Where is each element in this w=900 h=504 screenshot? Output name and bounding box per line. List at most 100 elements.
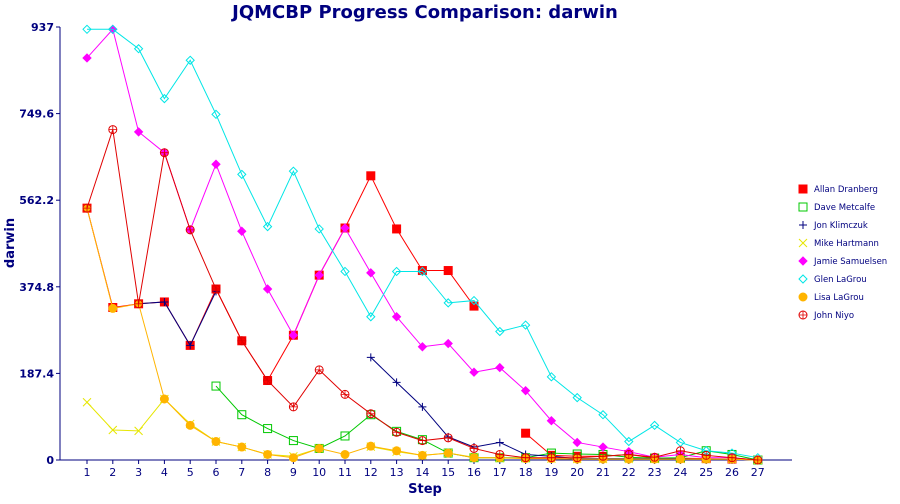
series-4 xyxy=(82,24,763,465)
data-point xyxy=(417,342,428,352)
x-tick-label: 3 xyxy=(135,466,142,479)
chart-title: JQMCBP Progress Comparison: darwin xyxy=(230,2,618,23)
y-tick-label: 374.8 xyxy=(19,281,54,294)
data-point-cross xyxy=(108,125,117,134)
data-point xyxy=(160,297,169,306)
y-axis-label: darwin xyxy=(3,218,18,268)
data-point xyxy=(134,426,143,436)
series-6 xyxy=(82,203,763,465)
data-point xyxy=(211,381,221,391)
data-point-cross xyxy=(753,456,762,464)
data-point xyxy=(288,453,298,463)
legend-label: Dave Metcalfe xyxy=(814,203,875,213)
data-point xyxy=(262,284,273,294)
x-tick-label: 13 xyxy=(390,466,404,479)
x-tick-label: 24 xyxy=(673,466,687,479)
data-point xyxy=(366,171,376,181)
data-point-cross xyxy=(212,285,220,294)
data-point-cross xyxy=(599,452,607,461)
data-point xyxy=(340,223,350,233)
x-tick-label: 12 xyxy=(364,466,378,479)
data-point-cross xyxy=(470,444,478,453)
legend-label: John Niyo xyxy=(813,311,854,321)
x-tick-label: 21 xyxy=(596,466,610,479)
legend-item: John Niyo xyxy=(798,310,854,321)
data-point xyxy=(495,438,504,447)
data-point xyxy=(392,378,401,387)
legend-marker xyxy=(798,256,808,266)
data-point xyxy=(495,362,505,373)
data-point xyxy=(108,303,118,313)
data-point xyxy=(263,449,273,459)
data-point xyxy=(185,420,195,430)
data-point xyxy=(108,425,118,435)
x-tick-label: 16 xyxy=(467,466,481,479)
data-point xyxy=(392,446,402,456)
data-point xyxy=(417,450,427,460)
legend-label: Mike Hartmann xyxy=(814,239,879,249)
legend-item: Mike Hartmann xyxy=(798,238,879,249)
data-point-cross xyxy=(366,409,375,418)
data-point xyxy=(237,226,247,236)
data-point xyxy=(649,420,660,431)
data-point xyxy=(314,270,324,280)
data-point xyxy=(262,221,273,232)
data-point xyxy=(185,55,195,65)
data-point xyxy=(391,266,402,277)
data-point-cross xyxy=(521,453,530,462)
data-point-cross xyxy=(83,204,91,213)
data-point xyxy=(211,437,221,447)
data-point xyxy=(366,353,375,362)
data-point-cross xyxy=(237,336,246,345)
data-point xyxy=(598,410,608,420)
data-point xyxy=(391,312,402,322)
legend-marker xyxy=(798,238,808,248)
data-point xyxy=(288,166,299,176)
data-point xyxy=(520,320,531,330)
data-point xyxy=(521,428,531,438)
legend: Allan Dranberg Dave Metcalfe Jon Klimczuk M… xyxy=(798,184,887,321)
data-point xyxy=(520,385,531,396)
data-point-cross xyxy=(392,428,401,437)
data-point xyxy=(495,326,505,337)
x-tick-label: 4 xyxy=(161,466,168,479)
data-point-cross xyxy=(444,433,453,442)
legend-marker xyxy=(798,202,808,212)
series-line xyxy=(87,28,758,459)
data-point xyxy=(366,268,376,278)
x-tick-label: 26 xyxy=(725,466,739,479)
x-tick-label: 7 xyxy=(238,466,245,479)
legend-label: Lisa LaGrou xyxy=(814,293,864,303)
data-point-cross xyxy=(728,453,736,462)
data-point-cross xyxy=(315,365,324,374)
data-point-cross xyxy=(547,453,556,462)
data-point xyxy=(392,224,402,234)
legend-item: Dave Metcalfe xyxy=(798,202,875,213)
x-tick-label: 17 xyxy=(493,466,507,479)
series-line xyxy=(370,357,758,461)
data-point xyxy=(443,298,453,308)
data-point xyxy=(314,443,324,453)
legend-label: Jon Klimczuk xyxy=(813,221,868,231)
x-tick-label: 2 xyxy=(109,466,116,479)
data-point xyxy=(598,442,608,452)
data-point-cross xyxy=(134,299,143,308)
x-tick-label: 1 xyxy=(84,466,91,479)
legend-marker xyxy=(798,184,808,194)
legend-label: Glen LaGrou xyxy=(814,275,867,285)
data-point xyxy=(186,341,195,350)
data-point xyxy=(159,394,169,404)
legend-item: Lisa LaGrou xyxy=(798,292,864,303)
series-5 xyxy=(82,24,763,463)
data-point xyxy=(443,266,453,276)
data-point xyxy=(340,266,350,277)
data-point xyxy=(237,442,247,452)
series-7 xyxy=(82,125,763,465)
y-tick-label: 749.6 xyxy=(19,108,54,121)
x-tick-label: 20 xyxy=(570,466,584,479)
legend-label: Jamie Samuelsen xyxy=(813,257,887,267)
x-tick-label: 19 xyxy=(544,466,558,479)
